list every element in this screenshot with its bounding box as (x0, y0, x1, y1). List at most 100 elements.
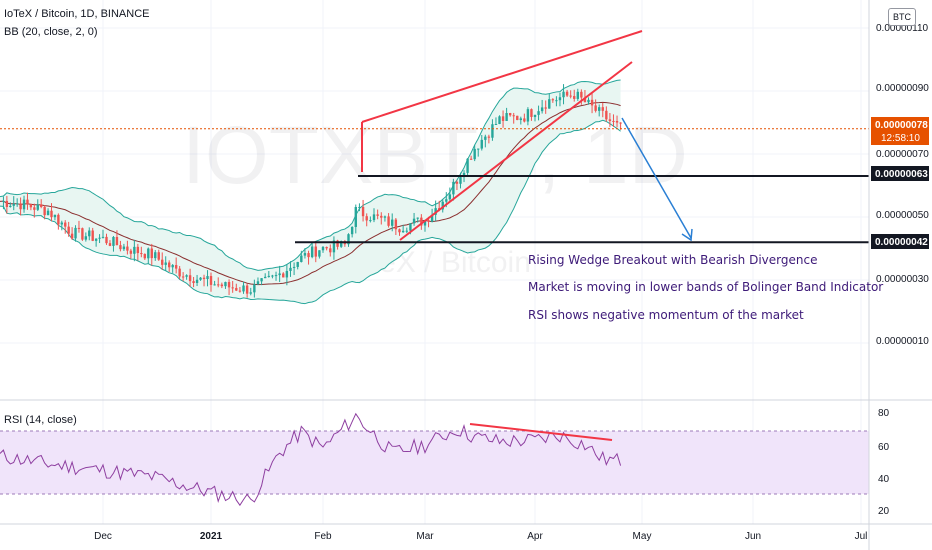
candle-body (325, 246, 328, 249)
candle-body (84, 236, 88, 240)
candle-body (354, 207, 357, 227)
candle-body (365, 216, 368, 221)
candle-body (171, 265, 174, 268)
rsi-tick-40: 40 (878, 474, 890, 485)
candle-body (300, 255, 303, 262)
candle-body (361, 206, 365, 217)
candle-body (263, 276, 267, 279)
candle-body (231, 287, 234, 289)
candle-body (9, 205, 12, 207)
candle-body (12, 203, 15, 206)
candle-body (36, 204, 39, 210)
candle-body (391, 219, 394, 226)
candle-body (318, 250, 321, 257)
candle-body (249, 292, 252, 294)
candle-body (369, 220, 372, 222)
rsi-tick-20: 20 (878, 506, 890, 517)
time-label-feb: Feb (314, 531, 332, 542)
candle-body (405, 230, 408, 232)
candle-body (164, 262, 167, 265)
candle-body (105, 236, 108, 244)
candle-body (185, 275, 188, 277)
candle-body (260, 278, 263, 282)
candle-body (213, 284, 216, 286)
candle-body (459, 177, 462, 184)
bb-lower-band (0, 119, 621, 305)
candle-body (29, 204, 33, 208)
candle-body (224, 282, 227, 287)
candle-body (494, 124, 498, 126)
candle-body (209, 276, 213, 285)
candle-body (605, 110, 608, 120)
candle-body (519, 118, 523, 121)
candle-body (292, 266, 296, 268)
candle-body (530, 109, 533, 117)
rsi-title: RSI (14, close) (4, 414, 77, 426)
candle-body (235, 287, 238, 291)
candle-body (122, 246, 126, 250)
candle-body (227, 282, 231, 288)
candle-body (98, 237, 101, 239)
candle-body (60, 222, 63, 225)
candle-body (505, 113, 508, 121)
candle-body (81, 228, 84, 240)
candle-body (619, 122, 622, 124)
time-label-jun: Jun (745, 531, 761, 542)
candle-body (192, 281, 195, 283)
candle-body (22, 199, 26, 210)
candle-body (310, 246, 314, 258)
candle-body (548, 99, 551, 109)
candle-body (271, 275, 274, 277)
candle-body (274, 275, 278, 277)
candle-body (181, 276, 185, 278)
candle-body (540, 107, 544, 112)
candle-body (2, 200, 5, 202)
time-label-2021: 2021 (200, 531, 223, 542)
candle-body (303, 253, 307, 256)
candle-body (551, 99, 555, 101)
candle-body (469, 158, 473, 160)
time-label-dec: Dec (94, 531, 112, 542)
level-low-label-bg (871, 234, 929, 249)
candle-body (387, 216, 390, 226)
candle-body (94, 238, 98, 241)
candle-body (101, 236, 105, 238)
candle-body (307, 253, 310, 258)
candle-body (206, 276, 209, 280)
candle-body (150, 248, 153, 259)
candle-body (143, 253, 147, 259)
candle-body (202, 277, 206, 280)
symbol-title: IoTeX / Bitcoin, 1D, BINANCE (4, 8, 150, 20)
candle-body (147, 248, 150, 259)
candle-body (501, 116, 505, 121)
candle-body (466, 158, 469, 173)
candle-body (285, 270, 289, 278)
price-tick-10: 0.00000010 (876, 336, 929, 347)
time-label-jul: Jul (855, 531, 868, 542)
candle-body (77, 227, 81, 229)
level-low-label: 0.00000042 (875, 237, 928, 248)
candle-body (558, 97, 562, 101)
indicator-title: BB (20, close, 2, 0) (4, 26, 98, 38)
candle-body (140, 253, 143, 255)
candle-body (217, 284, 220, 286)
candle-body (91, 230, 94, 241)
annotation-bollinger: Market is moving in lower bands of Bolin… (528, 280, 884, 294)
bb-fill (0, 80, 621, 304)
candle-body (5, 200, 9, 207)
candle-body (136, 246, 140, 254)
last-price-label: 0.00000078 (875, 120, 928, 131)
candle-body (380, 215, 383, 218)
candle-body (178, 268, 181, 277)
candle-body (242, 285, 245, 292)
candle-body (358, 206, 361, 208)
candle-body (512, 115, 515, 117)
candle-body (332, 240, 336, 253)
candle-body (15, 203, 19, 205)
candle-body (245, 285, 249, 294)
currency-badge[interactable]: BTC (888, 8, 916, 26)
rsi-band (0, 431, 869, 494)
annotation-rsi: RSI shows negative momentum of the marke… (528, 308, 804, 322)
candle-body (199, 277, 202, 280)
candle-body (398, 229, 401, 233)
